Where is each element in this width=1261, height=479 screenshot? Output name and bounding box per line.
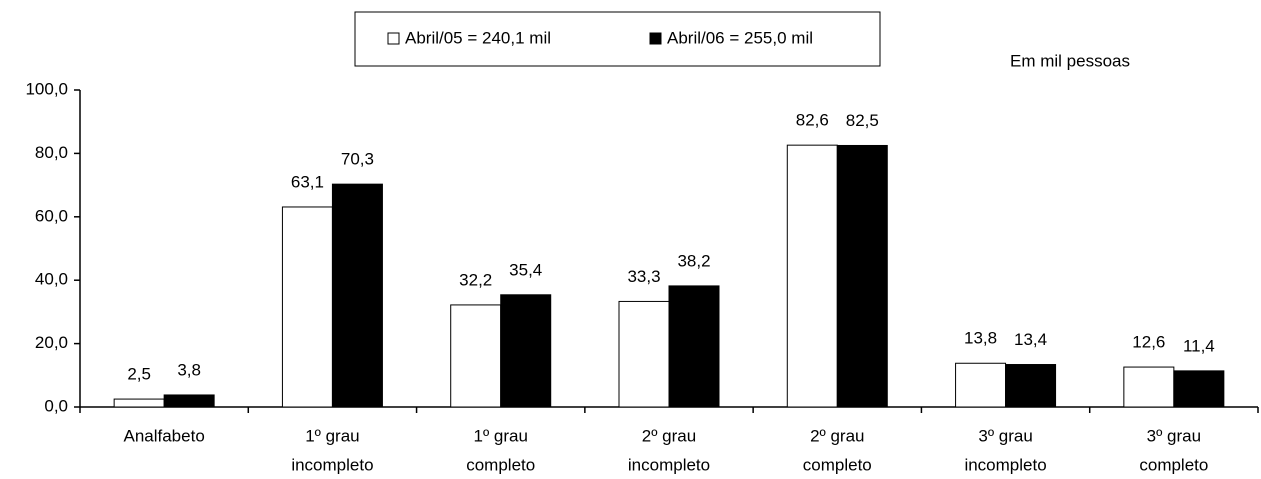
bar (163, 394, 215, 408)
bar (786, 144, 838, 408)
x-tick-label: 1º grau (474, 426, 528, 445)
data-label: 82,5 (846, 111, 879, 130)
y-tick-label: 20,0 (35, 333, 68, 352)
bar (331, 183, 383, 408)
data-label: 13,8 (964, 329, 997, 348)
data-label: 2,5 (127, 365, 151, 384)
data-label: 35,4 (509, 260, 542, 279)
bar (1005, 364, 1057, 408)
legend-swatch (387, 32, 400, 45)
x-tick-label: 2º grau (642, 426, 696, 445)
x-tick-label: 3º grau (1147, 426, 1201, 445)
bar (668, 285, 720, 408)
x-tick-label: 3º grau (978, 426, 1032, 445)
x-tick-label: completo (1139, 455, 1208, 474)
x-tick-label: incompleto (291, 455, 373, 474)
x-tick-label: incompleto (964, 455, 1046, 474)
bar (281, 206, 333, 408)
data-label: 63,1 (291, 172, 324, 191)
legend-label: Abril/05 = 240,1 mil (405, 28, 551, 47)
y-tick-label: 80,0 (35, 143, 68, 162)
x-tick-label: 1º grau (305, 426, 359, 445)
x-tick-label: 2º grau (810, 426, 864, 445)
bar (450, 304, 502, 408)
x-tick-label: incompleto (628, 455, 710, 474)
bar (1123, 366, 1175, 408)
data-label: 82,6 (796, 111, 829, 130)
x-tick-label: Analfabeto (123, 426, 204, 445)
x-tick-label: completo (466, 455, 535, 474)
data-label: 11,4 (1183, 336, 1215, 355)
bar (113, 398, 165, 408)
data-label: 38,2 (677, 251, 710, 270)
data-label: 13,4 (1014, 330, 1047, 349)
data-label: 3,8 (177, 360, 201, 379)
unit-note: Em mil pessoas (1010, 51, 1130, 70)
y-tick-label: 0,0 (44, 396, 68, 415)
y-tick-label: 40,0 (35, 270, 68, 289)
legend-swatch (649, 32, 662, 45)
data-label: 70,3 (341, 150, 374, 169)
y-tick-label: 100,0 (25, 79, 68, 98)
data-label: 12,6 (1132, 333, 1165, 352)
bar (1173, 370, 1225, 408)
y-tick-label: 60,0 (35, 206, 68, 225)
data-label: 33,3 (627, 267, 660, 286)
data-label: 32,2 (459, 270, 492, 289)
bar (500, 294, 552, 408)
bar (618, 300, 670, 408)
x-tick-label: completo (803, 455, 872, 474)
legend-label: Abril/06 = 255,0 mil (667, 28, 813, 47)
bar (955, 362, 1007, 408)
bar (836, 144, 888, 408)
legend-box (354, 11, 881, 67)
